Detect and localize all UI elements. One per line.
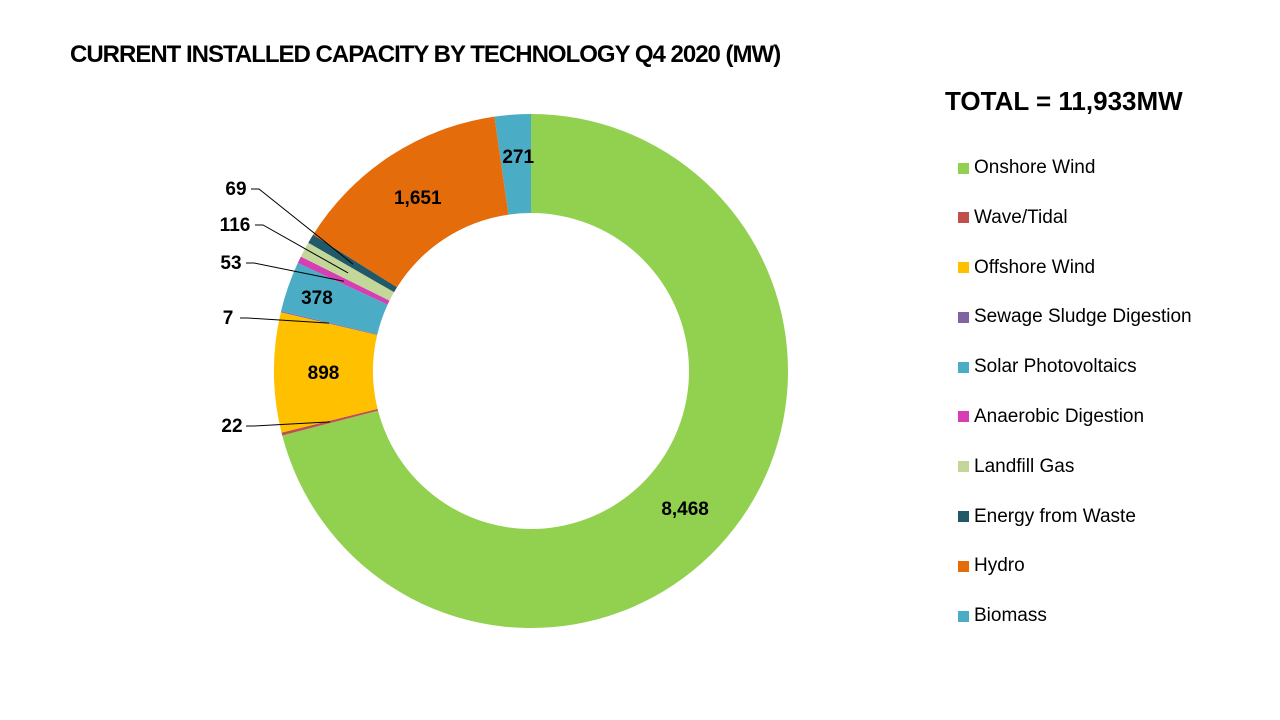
legend-label: Wave/Tidal [974, 206, 1068, 228]
slice-landfill-gas [300, 242, 395, 301]
legend-item-energy-from-waste: Energy from Waste [958, 505, 1192, 529]
slice-hydro [313, 116, 509, 288]
leader-lines [240, 188, 354, 427]
legend-item-biomass: Biomass [958, 604, 1192, 628]
leader-line-landfill-gas [255, 224, 349, 274]
legend-label: Solar Photovoltaics [974, 356, 1137, 378]
legend-swatch-icon [958, 212, 969, 224]
leader-line-anaerobic-digestion [246, 262, 345, 282]
legend-item-anaerobic-digestion: Anaerobic Digestion [958, 405, 1192, 429]
legend-label: Landfill Gas [974, 455, 1075, 477]
legend-swatch-icon [958, 411, 969, 423]
slice-biomass [494, 114, 531, 215]
legend-swatch-icon [958, 262, 969, 274]
legend-label: Hydro [974, 555, 1025, 577]
legend-label: Energy from Waste [974, 505, 1136, 527]
legend-label: Onshore Wind [974, 157, 1096, 178]
legend-label: Offshore Wind [974, 256, 1096, 278]
slice-solar-photovoltaics [281, 263, 388, 335]
slice-anaerobic-digestion [297, 256, 390, 305]
legend-swatch-icon [958, 361, 969, 373]
data-label-hydro: 1,651 [394, 188, 442, 209]
legend-item-wave-tidal: Wave/Tidal [958, 206, 1192, 230]
data-label-landfill-gas: 116 [220, 215, 251, 236]
data-label-sewage-sludge-digestion: 7 [223, 308, 234, 329]
legend-item-landfill-gas: Landfill Gas [958, 455, 1192, 479]
data-label-wave-tidal: 22 [221, 416, 242, 437]
data-label-biomass: 271 [502, 147, 534, 168]
data-label-onshore-wind: 8,468 [661, 499, 709, 520]
data-label-solar-photovoltaics: 378 [301, 288, 333, 309]
data-label-energy-from-waste: 69 [225, 179, 246, 200]
legend-item-solar-photovoltaics: Solar Photovoltaics [958, 355, 1192, 379]
legend: Onshore Wind Wave/Tidal Offshore Wind Sewag… [958, 156, 1192, 654]
slice-offshore-wind [274, 312, 378, 433]
data-label-anaerobic-digestion: 53 [220, 253, 241, 274]
slices [274, 114, 788, 628]
legend-swatch-icon [958, 511, 969, 523]
legend-swatch-icon [958, 461, 969, 473]
legend-item-hydro: Hydro [958, 554, 1192, 578]
legend-swatch-icon [958, 162, 969, 174]
legend-label: Anaerobic Digestion [974, 405, 1145, 427]
legend-swatch-icon [958, 311, 969, 323]
leader-line-wave-tidal [246, 421, 330, 427]
chart-title: CURRENT INSTALLED CAPACITY BY TECHNOLOGY… [70, 41, 781, 68]
slice-onshore-wind [282, 114, 788, 628]
legend-item-sewage-sludge-digestion: Sewage Sludge Digestion [958, 305, 1192, 329]
legend-label: Biomass [974, 605, 1047, 627]
leader-line-energy-from-waste [251, 188, 354, 265]
total-label: TOTAL = 11,933MW [945, 86, 1183, 116]
data-labels: 8,468 22 898 7 378 53 116 69 1,651 271 [220, 147, 709, 520]
leader-line-sewage-sludge-digestion [240, 317, 330, 324]
legend-item-offshore-wind: Offshore Wind [958, 256, 1192, 280]
legend-swatch-icon [958, 560, 969, 572]
legend-item-onshore-wind: Onshore Wind [958, 156, 1192, 180]
legend-swatch-icon [958, 610, 969, 622]
data-label-offshore-wind: 898 [308, 363, 340, 384]
legend-label: Sewage Sludge Digestion [974, 306, 1192, 328]
